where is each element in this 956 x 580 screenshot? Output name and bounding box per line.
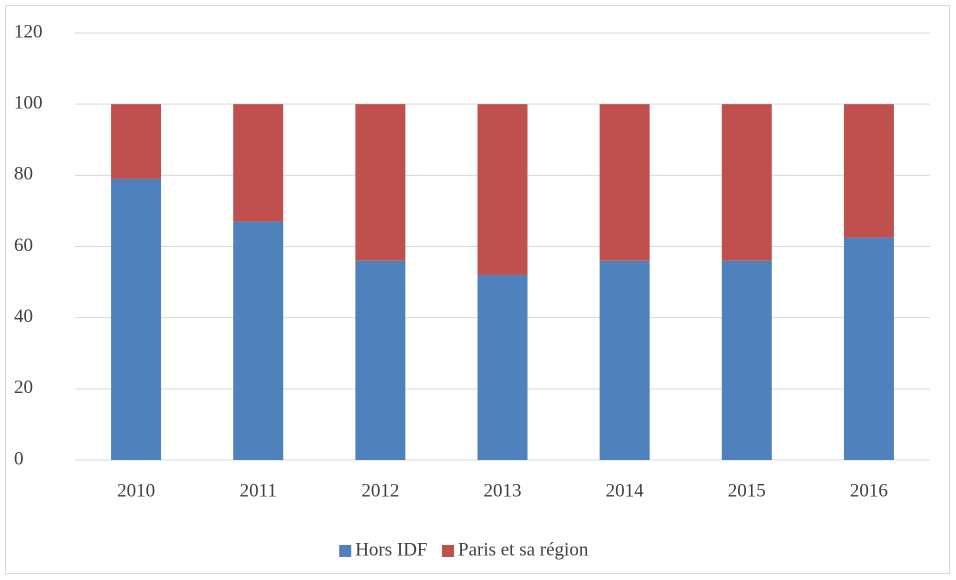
legend-label: Paris et sa région (458, 539, 589, 560)
bar (843, 104, 894, 238)
bar (355, 260, 406, 460)
bar (721, 104, 772, 261)
x-tick-label: 2010 (117, 480, 155, 501)
y-tick-label: 0 (14, 448, 24, 469)
bar (721, 260, 772, 460)
bar (233, 221, 284, 460)
bar (233, 104, 284, 222)
y-tick-label: 100 (14, 93, 43, 114)
bar (599, 260, 650, 460)
x-tick-label: 2011 (240, 480, 277, 501)
x-tick-label: 2013 (484, 480, 522, 501)
bar (355, 104, 406, 261)
legend-label: Hors IDF (355, 539, 427, 560)
y-tick-label: 80 (14, 164, 33, 185)
bar (477, 274, 528, 460)
y-tick-label: 20 (14, 377, 33, 398)
bar (111, 178, 162, 460)
bar (843, 237, 894, 460)
bar (477, 104, 528, 275)
legend-swatch (339, 545, 352, 557)
x-tick-label: 2014 (606, 480, 645, 501)
y-tick-label: 40 (14, 306, 33, 327)
legend-swatch (442, 545, 454, 557)
x-tick-label: 2015 (728, 480, 766, 501)
bar (111, 104, 162, 179)
y-tick-label: 120 (14, 21, 43, 42)
x-tick-label: 2012 (361, 480, 399, 501)
x-tick-label: 2016 (850, 480, 888, 501)
bar (599, 104, 650, 261)
y-tick-label: 60 (14, 235, 33, 256)
